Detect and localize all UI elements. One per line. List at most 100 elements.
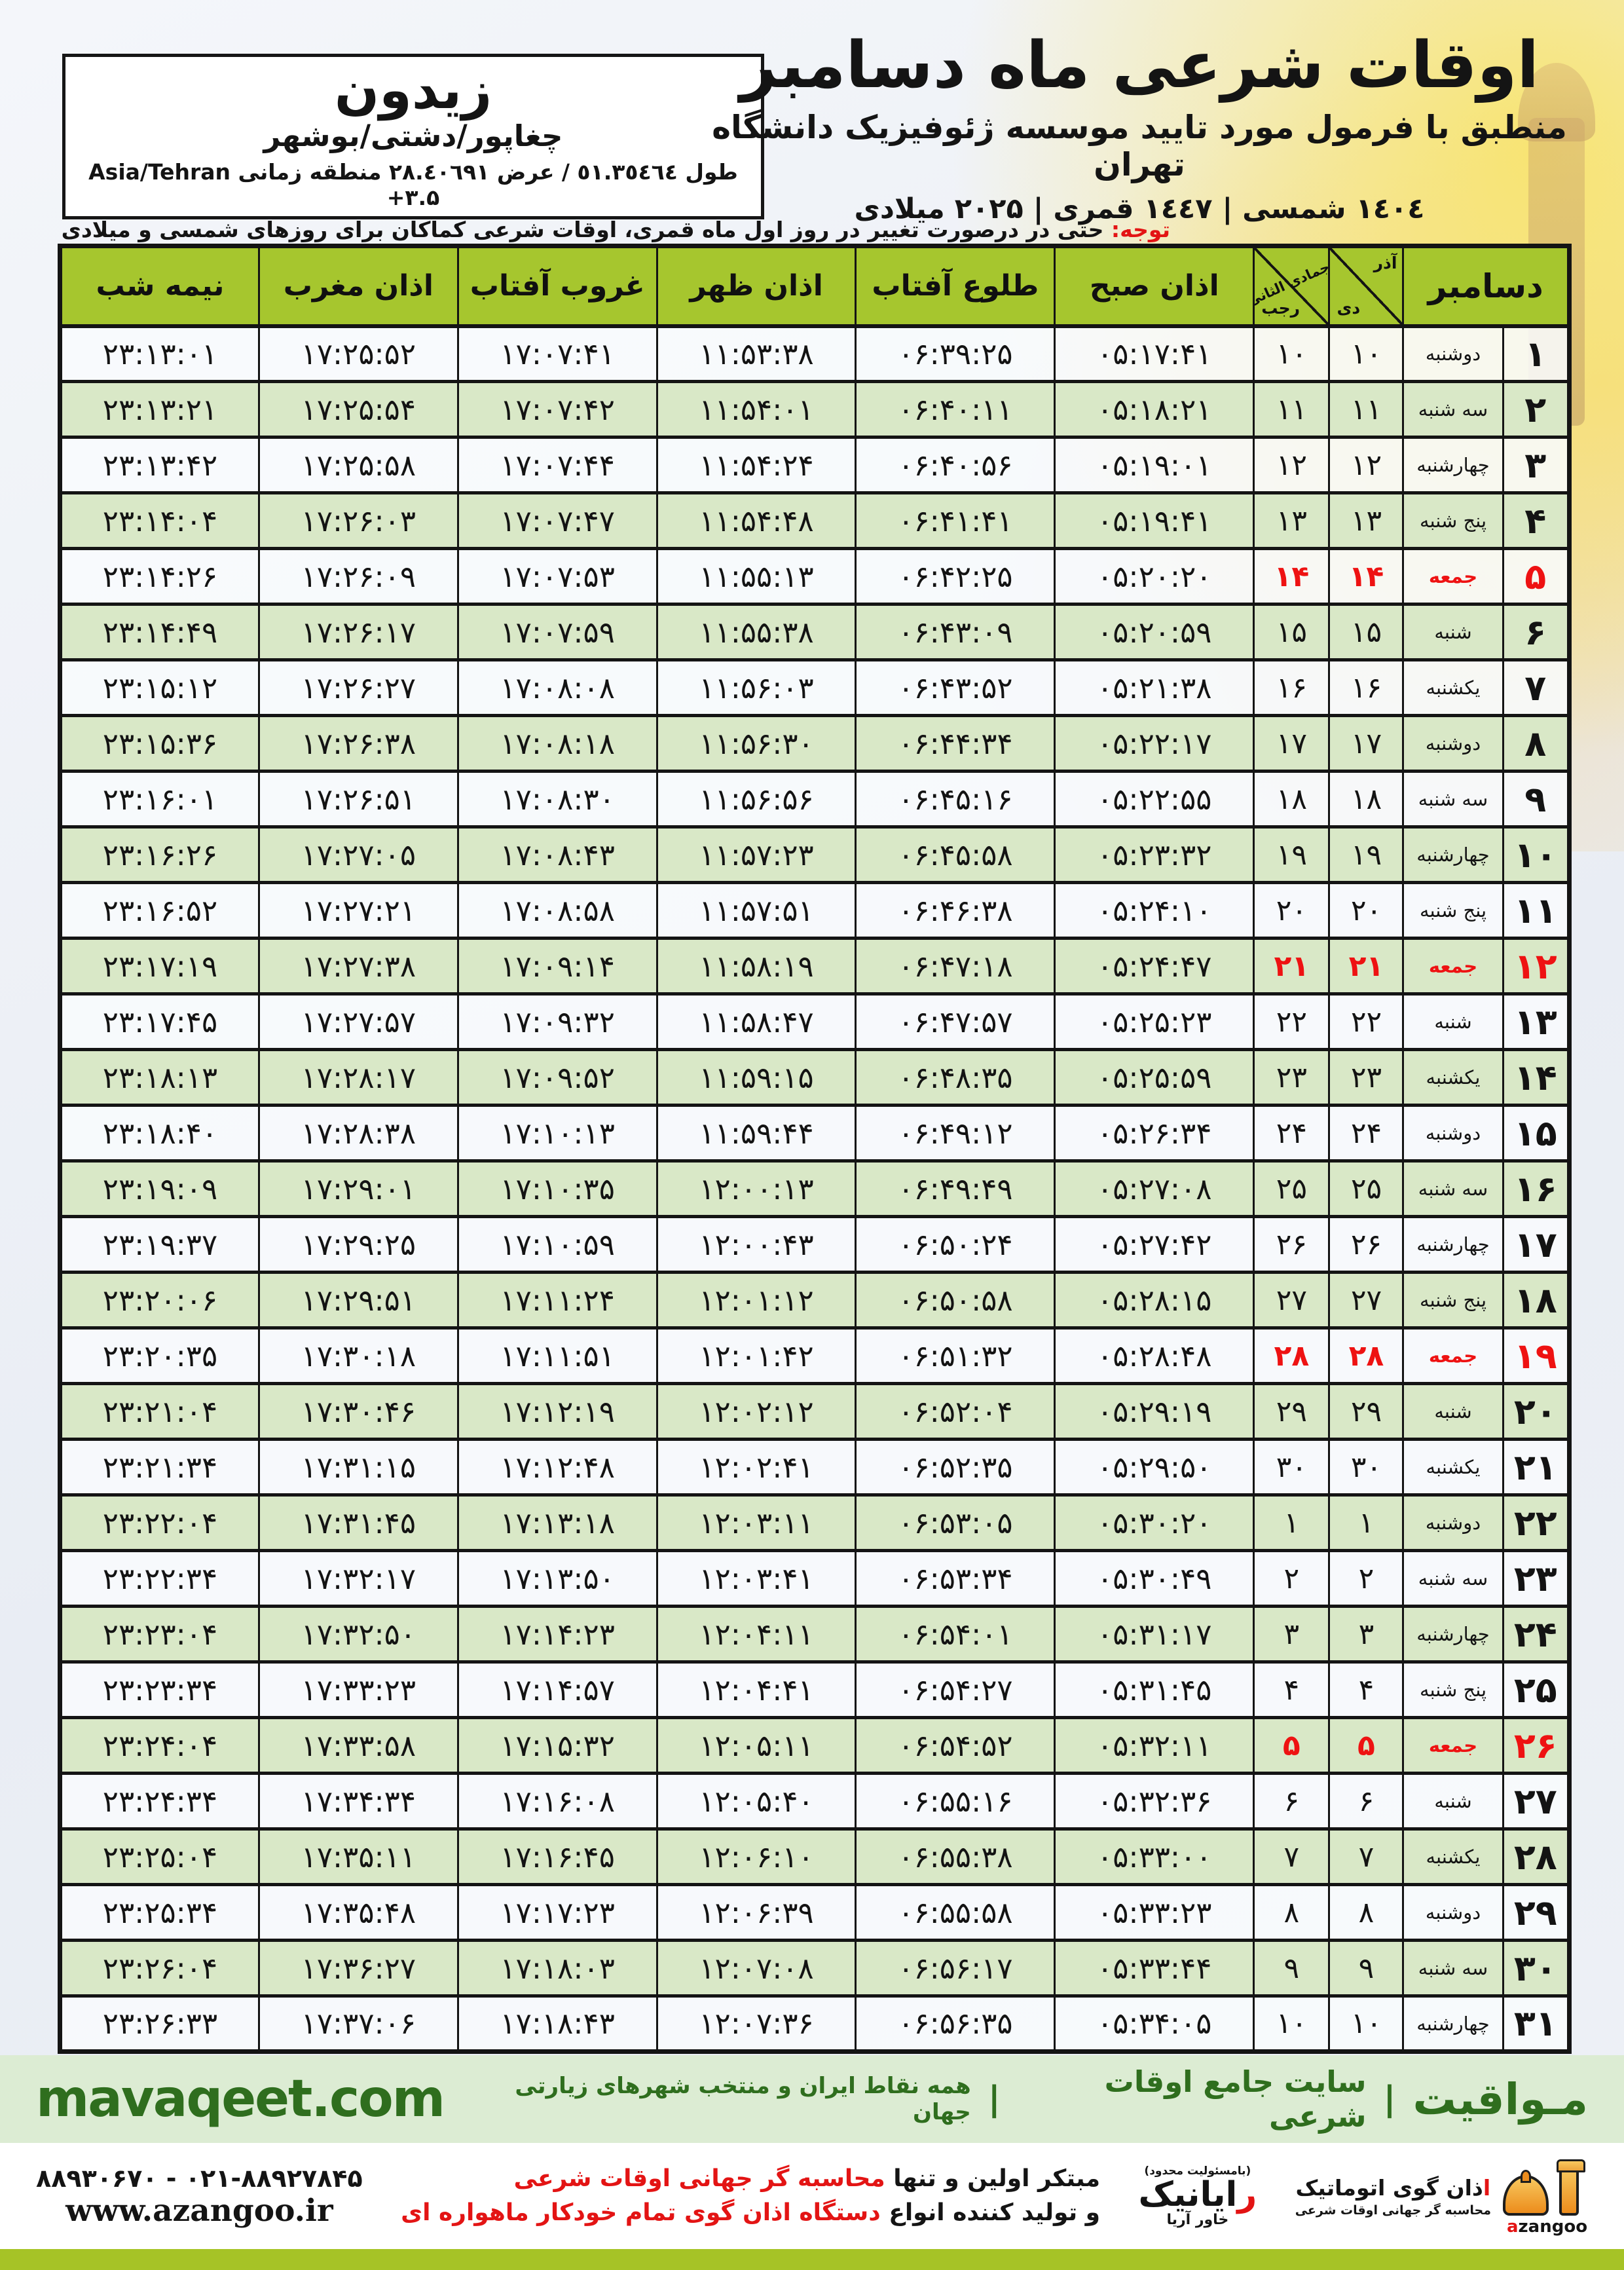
cell-dey-day: ۲۲ [1328, 994, 1405, 1050]
cell-sunset: ۱۷:۰۷:۴۴ [456, 437, 658, 493]
cell-weekday: شنبه [1402, 994, 1504, 1050]
cell-weekday: دوشنبه [1402, 1495, 1504, 1551]
cell-weekday: سه شنبه [1402, 1940, 1504, 1996]
cell-rajab-day: ۲۶ [1253, 1216, 1331, 1273]
mavaqeet-url: mavaqeet.com [36, 2070, 445, 2129]
cell-december-day: ۲۳ [1502, 1550, 1571, 1607]
cell-sunset: ۱۷:۰۸:۴۳ [456, 827, 658, 883]
cell-dey-day: ۳ [1328, 1606, 1405, 1662]
cell-dhuhr: ۱۱:۵۳:۳۸ [655, 326, 857, 382]
cell-dhuhr: ۱۱:۵۴:۴۸ [655, 493, 857, 549]
cell-rajab-day: ۲۳ [1253, 1049, 1331, 1106]
cell-fajr: ۰۵:۳۳:۴۴ [1054, 1940, 1255, 1996]
cell-fajr: ۰۵:۱۹:۰۱ [1054, 437, 1255, 493]
cell-dhuhr: ۱۲:۰۳:۱۱ [655, 1495, 857, 1551]
table-row: ۳۰ سه شنبه ۹ ۹ ۰۵:۳۳:۴۴ ۰۶:۵۶:۱۷ ۱۲:۰۷:۰۸ ۱۷:۱۸… [59, 1940, 1571, 1996]
cell-weekday: یکشنبه [1402, 1049, 1504, 1106]
cell-maghrib: ۱۷:۳۵:۴۸ [257, 1884, 459, 1941]
cell-december-day: ۱۴ [1502, 1049, 1571, 1106]
cell-december-day: ۷ [1502, 660, 1571, 716]
cell-dhuhr: ۱۱:۵۵:۳۸ [655, 604, 857, 660]
cell-midnight: ۲۳:۱۳:۰۱ [59, 326, 260, 382]
rayanik-name: رایانیک [1138, 2174, 1257, 2214]
cell-dey-day: ۱۹ [1328, 827, 1405, 883]
cell-midnight: ۲۳:۲۵:۰۴ [59, 1829, 260, 1885]
cell-sunrise: ۰۶:۵۴:۰۱ [855, 1606, 1056, 1662]
cell-maghrib: ۱۷:۲۸:۱۷ [257, 1049, 459, 1106]
cell-sunrise: ۰۶:۵۰:۵۸ [855, 1272, 1056, 1328]
cell-sunset: ۱۷:۰۷:۵۹ [456, 604, 658, 660]
cell-december-day: ۱۵ [1502, 1105, 1571, 1161]
cell-rajab-day: ۲۸ [1253, 1328, 1331, 1384]
table-row: ۱۰ چهارشنبه ۱۹ ۱۹ ۰۵:۲۳:۳۲ ۰۶:۴۵:۵۸ ۱۱:۵۷:۲۳ ۱۷… [59, 827, 1571, 883]
cell-fajr: ۰۵:۲۷:۰۸ [1054, 1161, 1255, 1217]
cell-dey-day: ۲۶ [1328, 1216, 1405, 1273]
cell-fajr: ۰۵:۲۸:۴۸ [1054, 1328, 1255, 1384]
region-name: چغاپور/دشتی/بوشهر [263, 118, 563, 153]
cell-sunrise: ۰۶:۴۰:۱۱ [855, 381, 1056, 437]
cell-sunset: ۱۷:۱۱:۲۴ [456, 1272, 658, 1328]
cell-weekday: چهارشنبه [1402, 437, 1504, 493]
table-row: ۲۳ سه شنبه ۲ ۲ ۰۵:۳۰:۴۹ ۰۶:۵۳:۳۴ ۱۲:۰۳:۴۱ ۱۷:۱۳… [59, 1550, 1571, 1607]
table-row: ۱۶ سه شنبه ۲۵ ۲۵ ۰۵:۲۷:۰۸ ۰۶:۴۹:۴۹ ۱۲:۰۰:۱۳ ۱۷:… [59, 1161, 1571, 1217]
cell-midnight: ۲۳:۲۰:۰۶ [59, 1272, 260, 1328]
cell-dhuhr: ۱۲:۰۷:۳۶ [655, 1996, 857, 2052]
table-row: ۲۵ پنج شنبه ۴ ۴ ۰۵:۳۱:۴۵ ۰۶:۵۴:۲۷ ۱۲:۰۴:۴۱ ۱۷:۱… [59, 1662, 1571, 1718]
cell-weekday: دوشنبه [1402, 715, 1504, 772]
cell-fajr: ۰۵:۱۹:۴۱ [1054, 493, 1255, 549]
cell-fajr: ۰۵:۳۱:۱۷ [1054, 1606, 1255, 1662]
cell-midnight: ۲۳:۱۹:۳۷ [59, 1216, 260, 1273]
cell-sunrise: ۰۶:۵۶:۱۷ [855, 1940, 1056, 1996]
cell-fajr: ۰۵:۱۸:۲۱ [1054, 381, 1255, 437]
cell-fajr: ۰۵:۱۷:۴۱ [1054, 326, 1255, 382]
cell-dey-day: ۷ [1328, 1829, 1405, 1885]
cell-sunrise: ۰۶:۵۱:۳۲ [855, 1328, 1056, 1384]
cell-sunrise: ۰۶:۴۱:۴۱ [855, 493, 1056, 549]
cell-dhuhr: ۱۱:۵۵:۱۳ [655, 548, 857, 605]
cell-rajab-day: ۱۲ [1253, 437, 1331, 493]
cell-maghrib: ۱۷:۲۹:۲۵ [257, 1216, 459, 1273]
cell-sunset: ۱۷:۰۹:۵۲ [456, 1049, 658, 1106]
cell-december-day: ۱۷ [1502, 1216, 1571, 1273]
cell-december-day: ۲۸ [1502, 1829, 1571, 1885]
cell-december-day: ۲۵ [1502, 1662, 1571, 1718]
cell-weekday: پنج شنبه [1402, 1662, 1504, 1718]
cell-maghrib: ۱۷:۳۰:۱۸ [257, 1328, 459, 1384]
cell-weekday: یکشنبه [1402, 660, 1504, 716]
cell-dhuhr: ۱۲:۰۷:۰۸ [655, 1940, 857, 1996]
cell-sunset: ۱۷:۰۸:۳۰ [456, 771, 658, 827]
cell-fajr: ۰۵:۲۲:۵۵ [1054, 771, 1255, 827]
cell-dhuhr: ۱۱:۵۸:۴۷ [655, 994, 857, 1050]
cell-rajab-day: ۸ [1253, 1884, 1331, 1941]
table-row: ۸ دوشنبه ۱۷ ۱۷ ۰۵:۲۲:۱۷ ۰۶:۴۴:۳۴ ۱۱:۵۶:۳۰ ۱۷:۰۸… [59, 715, 1571, 772]
cell-rajab-day: ۲۰ [1253, 882, 1331, 939]
cell-sunset: ۱۷:۰۷:۴۲ [456, 381, 658, 437]
cell-dey-day: ۵ [1328, 1717, 1405, 1774]
cell-december-day: ۲۶ [1502, 1717, 1571, 1774]
cell-rajab-day: ۶ [1253, 1773, 1331, 1829]
cell-dey-day: ۹ [1328, 1940, 1405, 1996]
cell-december-day: ۵ [1502, 548, 1571, 605]
cell-fajr: ۰۵:۳۰:۲۰ [1054, 1495, 1255, 1551]
cell-sunrise: ۰۶:۴۳:۵۲ [855, 660, 1056, 716]
hijri-month-bottom-label: رجب [1261, 298, 1301, 318]
column-header-maghrib: اذان مغرب [257, 245, 459, 328]
cell-sunrise: ۰۶:۴۵:۵۸ [855, 827, 1056, 883]
rayanik-logo-block: (بامسئولیت محدود) رایانیک خاور آریا [1138, 2165, 1257, 2228]
rayanik-note: (بامسئولیت محدود) [1144, 2164, 1251, 2178]
cell-december-day: ۲۷ [1502, 1773, 1571, 1829]
azangoo-dome-icon: azangoo [1503, 2159, 1588, 2237]
cell-sunset: ۱۷:۰۷:۵۳ [456, 548, 658, 605]
banner-coverage: همه نقاط ایران و منتخب شهرهای زیارتی جها… [515, 2073, 971, 2125]
cell-sunrise: ۰۶:۴۳:۰۹ [855, 604, 1056, 660]
cell-fajr: ۰۵:۲۵:۲۳ [1054, 994, 1255, 1050]
cell-maghrib: ۱۷:۳۵:۱۱ [257, 1829, 459, 1885]
cell-december-day: ۲۲ [1502, 1495, 1571, 1551]
azangoo-subtitle: محاسبه گر جهانی اوقات شرعی [1295, 2203, 1491, 2218]
cell-sunrise: ۰۶:۵۵:۱۶ [855, 1773, 1056, 1829]
cell-maghrib: ۱۷:۲۷:۲۱ [257, 882, 459, 939]
cell-dhuhr: ۱۲:۰۲:۴۱ [655, 1439, 857, 1495]
cell-sunset: ۱۷:۱۸:۰۳ [456, 1940, 658, 1996]
cell-sunrise: ۰۶:۴۶:۳۸ [855, 882, 1056, 939]
cell-midnight: ۲۳:۲۰:۳۵ [59, 1328, 260, 1384]
